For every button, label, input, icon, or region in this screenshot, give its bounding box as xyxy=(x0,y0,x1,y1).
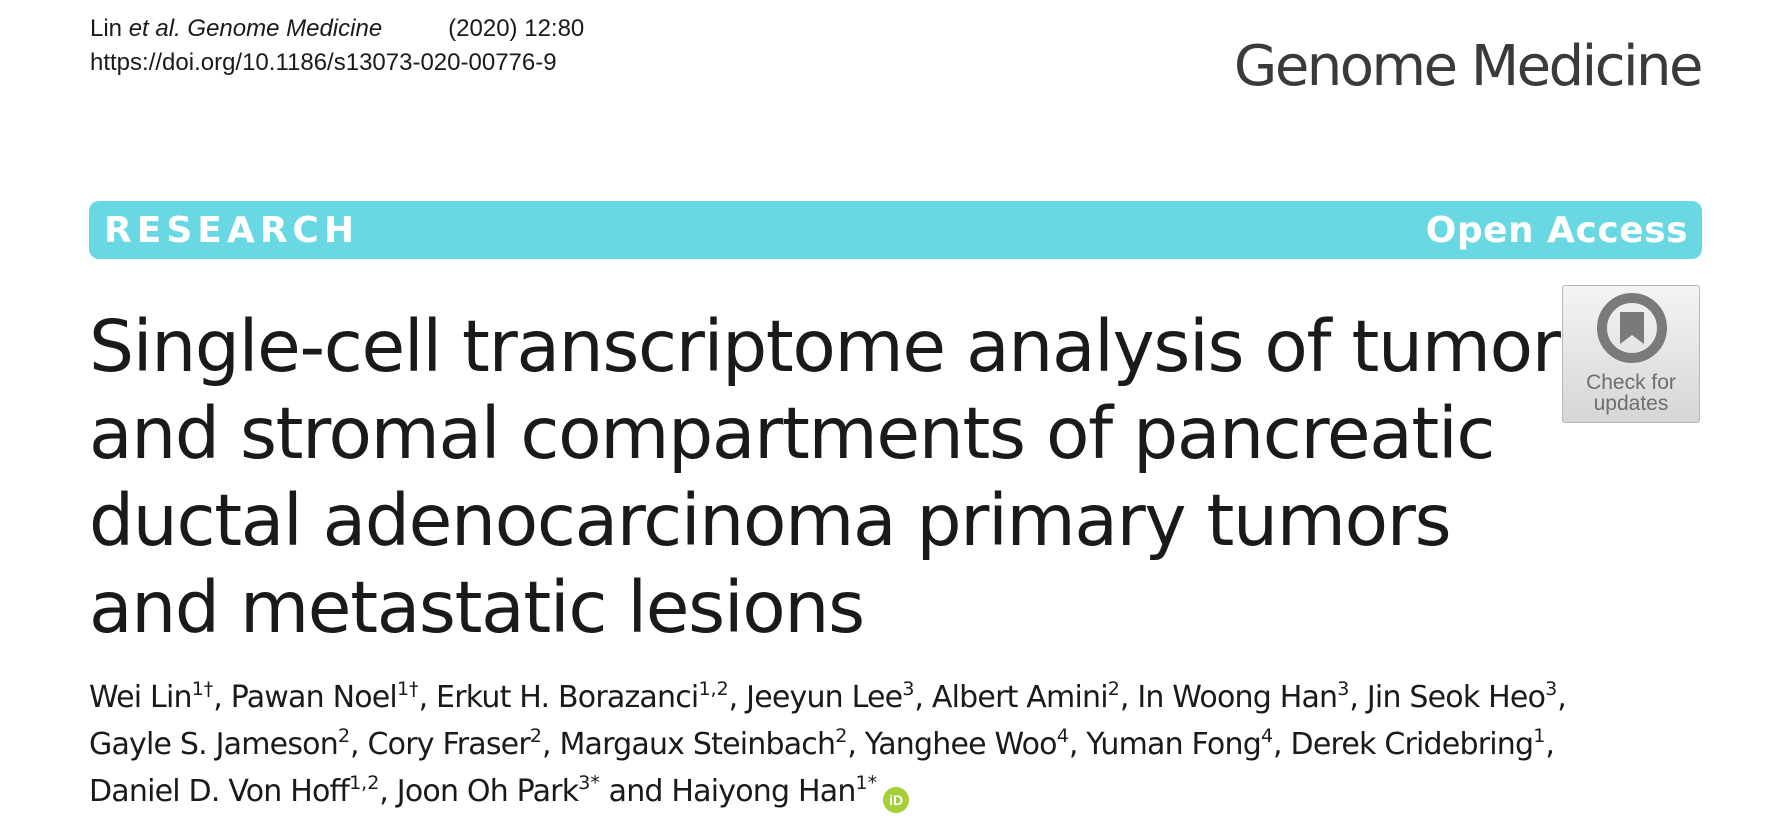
author-name[interactable]: Daniel D. Von Hoff xyxy=(89,774,350,809)
author-affiliation: 1,2 xyxy=(698,678,729,700)
author-affiliation: 4 xyxy=(1260,725,1274,747)
journal-logo[interactable]: Genome Medicine xyxy=(1233,34,1704,99)
author-affiliation: 1† xyxy=(396,678,419,700)
title-line: ductal adenocarcinoma primary tumors xyxy=(89,479,1452,562)
author-name[interactable]: Jin Seok Heo xyxy=(1366,680,1546,715)
check-updates-label: Check for updates xyxy=(1586,371,1676,415)
author-affiliation: 1 xyxy=(1533,725,1546,747)
author-affiliation: 2 xyxy=(835,725,848,747)
author-name[interactable]: Cory Fraser xyxy=(367,727,531,762)
author-name[interactable]: Albert Amini xyxy=(931,680,1109,715)
author-list: Wei Lin1†, Pawan Noel1†, Erkut H. Boraza… xyxy=(89,674,1709,815)
author-name[interactable]: Pawan Noel xyxy=(230,680,398,715)
author-name[interactable]: In Woong Han xyxy=(1137,680,1338,715)
author-affiliation: 1,2 xyxy=(349,772,380,794)
author-name[interactable]: Yanghee Woo xyxy=(864,727,1058,762)
author-affiliation: 2 xyxy=(1107,678,1120,700)
author-affiliation: 3 xyxy=(902,678,915,700)
author-affiliation: 3 xyxy=(1545,678,1558,700)
author-affiliation: 3 xyxy=(1337,678,1350,700)
author-affiliation: 4 xyxy=(1056,725,1069,747)
author-affiliation: 1† xyxy=(191,678,214,700)
author-name[interactable]: Wei Lin xyxy=(89,680,193,715)
article-title: Single-cell transcriptome analysis of tu… xyxy=(89,303,1561,651)
open-access-label: Open Access xyxy=(1425,210,1688,251)
title-line: Single-cell transcriptome analysis of tu… xyxy=(89,305,1561,388)
author-name[interactable]: Derek Cridebring xyxy=(1290,727,1534,762)
orcid-icon[interactable]: iD xyxy=(883,787,910,813)
author-name[interactable]: Haiyong Han xyxy=(671,774,856,809)
doi-link[interactable]: https://doi.org/10.1186/s13073-020-00776… xyxy=(90,49,557,76)
citation-journal: et al. Genome Medicine xyxy=(128,15,383,42)
title-line: and stromal compartments of pancreatic xyxy=(89,392,1495,475)
article-category: RESEARCH xyxy=(104,210,359,251)
citation-author: Lin xyxy=(90,15,123,42)
author-name[interactable]: Joon Oh Park xyxy=(396,774,579,809)
author-name[interactable]: Yuman Fong xyxy=(1086,727,1261,762)
author-name[interactable]: Margaux Steinbach xyxy=(559,727,836,762)
author-name[interactable]: Gayle S. Jameson xyxy=(89,727,339,762)
check-for-updates-button[interactable]: Check for updates xyxy=(1562,285,1700,423)
title-line: and metastatic lesions xyxy=(89,566,865,649)
author-line: Gayle S. Jameson2, Cory Fraser2, Margaux… xyxy=(89,725,1555,763)
author-line: Daniel D. Von Hoff1,2, Joon Oh Park3* an… xyxy=(89,768,1709,815)
author-name[interactable]: Jeeyun Lee xyxy=(746,680,903,715)
citation-block: Lin et al. Genome Medicine (2020) 12:80 h… xyxy=(90,12,584,80)
author-name[interactable]: Erkut H. Borazanci xyxy=(436,680,699,715)
bookmark-ring-icon xyxy=(1597,293,1667,363)
article-type-banner: RESEARCH Open Access xyxy=(89,201,1702,259)
author-affiliation: 3* xyxy=(578,772,600,794)
author-affiliation: 2 xyxy=(337,725,351,747)
author-line: Wei Lin1†, Pawan Noel1†, Erkut H. Boraza… xyxy=(89,678,1567,716)
citation-line: Lin et al. Genome Medicine (2020) 12:80 xyxy=(90,12,584,46)
citation-year-volume: (2020) 12:80 xyxy=(448,15,585,42)
author-affiliation: 1* xyxy=(855,772,878,794)
author-affiliation: 2 xyxy=(529,725,542,747)
